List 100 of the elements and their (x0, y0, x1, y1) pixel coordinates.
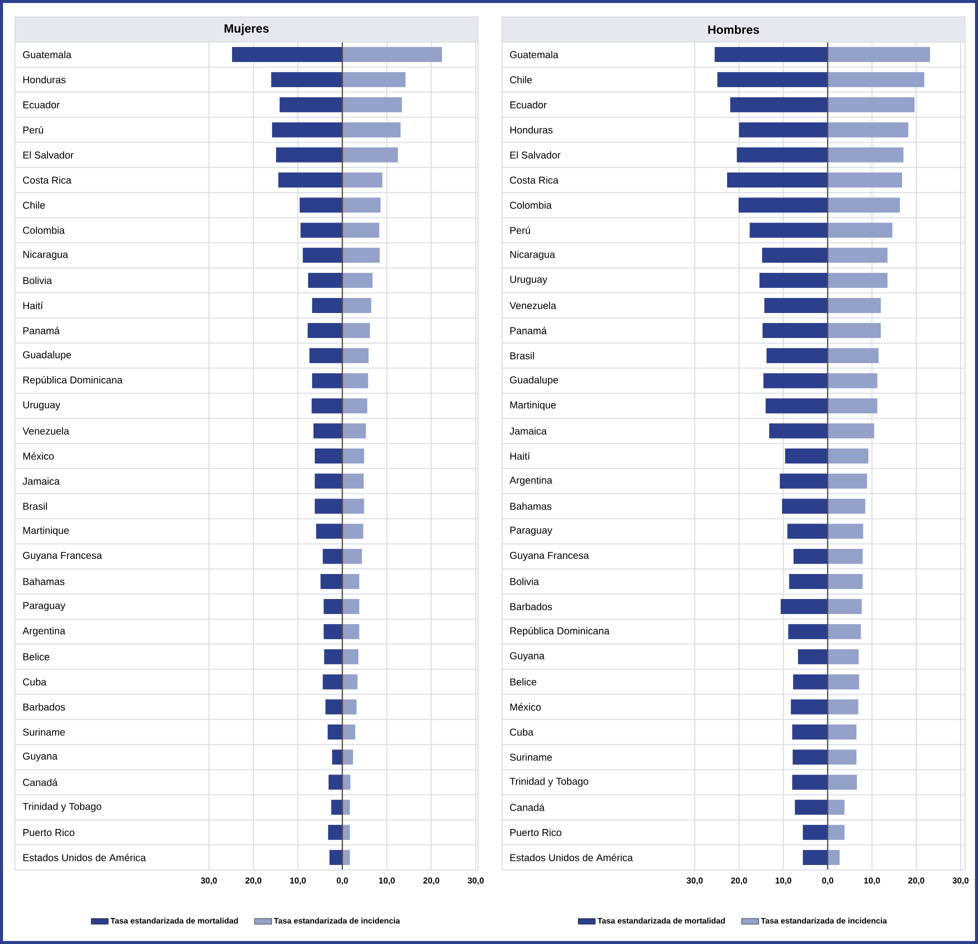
x-tick-label: 20,0 (245, 878, 262, 885)
y-tick-label: El Salvador (23, 151, 74, 159)
legend-label: Tasa estandarizada de mortalidad (598, 918, 725, 924)
y-tick-label: Argentina (22, 626, 66, 636)
y-tick-label: República Dominicana (510, 626, 610, 636)
y-tick-label: Guyana Francesa (510, 552, 590, 561)
y-tick-label: Brasil (23, 502, 47, 510)
bar (789, 574, 828, 589)
y-tick-label: Guyana (23, 752, 58, 762)
bar (313, 423, 342, 438)
bar (828, 649, 859, 664)
legend-label: Tasa estandarizada de incidencia (274, 918, 400, 924)
y-tick-label: Uruguay (510, 276, 548, 285)
y-tick-label: Bolivia (23, 276, 52, 284)
bar (322, 548, 342, 564)
bar (802, 850, 828, 865)
chart-title: Mujeres (224, 24, 269, 36)
y-tick-label: República Dominicana (23, 376, 123, 386)
bar (342, 824, 350, 840)
bar (322, 674, 342, 690)
x-tick-label: 30,0 (200, 878, 217, 885)
bar (342, 172, 382, 188)
bar (342, 323, 370, 338)
bar (342, 674, 358, 690)
bar (794, 548, 828, 564)
bar (342, 47, 442, 62)
bar (329, 850, 342, 865)
bar (342, 198, 381, 213)
bar (342, 298, 372, 313)
bar (342, 398, 368, 414)
bar (342, 699, 357, 714)
bar (342, 122, 401, 138)
bar (828, 248, 888, 263)
bar (769, 423, 828, 438)
bar (324, 649, 342, 664)
bar (828, 72, 924, 88)
bar (762, 248, 828, 263)
bar (342, 97, 402, 112)
y-tick-label: Venezuela (510, 302, 556, 310)
bar (828, 348, 879, 364)
bar (828, 448, 868, 464)
bar (342, 222, 380, 238)
bar (342, 248, 380, 263)
bar (332, 750, 342, 765)
bar (342, 850, 350, 865)
y-tick-label: Guyana Francesa (23, 552, 102, 561)
y-tick-label: Belice (510, 678, 536, 686)
y-tick-label: Panamá (23, 326, 60, 334)
bar (300, 222, 342, 238)
bar (792, 774, 828, 790)
bar (788, 624, 828, 640)
bar (342, 524, 364, 539)
bar (309, 348, 342, 364)
bar (828, 850, 840, 865)
y-tick-label: Chile (510, 76, 532, 84)
bar (766, 398, 828, 414)
bar (828, 474, 868, 489)
bar (312, 373, 342, 388)
bar (308, 272, 342, 288)
bar (828, 548, 863, 564)
bar (302, 248, 342, 263)
y-tick-label: Brasil (510, 352, 534, 360)
y-tick-label: Nicaragua (23, 250, 68, 260)
bar (750, 222, 828, 238)
bar (798, 649, 828, 664)
y-tick-label: Estados Unidos de América (510, 854, 633, 862)
y-tick-label: Belice (23, 653, 50, 660)
y-tick-label: Paraguay (510, 526, 552, 536)
bar (342, 272, 373, 288)
y-tick-label: Ecuador (510, 101, 547, 108)
y-tick-label: Costa Rica (23, 176, 72, 184)
y-tick-label: Nicaragua (510, 250, 556, 260)
bar (828, 373, 878, 388)
bar (276, 147, 342, 162)
bar (792, 724, 828, 740)
x-tick-label: 30,0 (468, 878, 484, 885)
y-tick-label: Barbados (23, 703, 65, 711)
bar (759, 272, 828, 288)
y-tick-label: Trinidad y Tobago (22, 802, 102, 812)
bar (342, 423, 366, 438)
bar (828, 298, 881, 313)
y-tick-label: Guatemala (510, 50, 558, 58)
bar (328, 724, 342, 740)
y-tick-label: Trinidad y Tobago (510, 778, 588, 787)
y-tick-label: Martinique (23, 526, 69, 536)
bar (790, 699, 828, 714)
y-tick-label: Suriname (510, 753, 552, 761)
x-tick-label: 20,0 (423, 878, 440, 885)
bar (342, 624, 360, 640)
y-tick-label: Perú (510, 226, 530, 234)
bar (342, 348, 369, 364)
bar (342, 448, 364, 464)
x-tick-label: 10,0 (776, 878, 792, 885)
bar (793, 674, 828, 690)
bar (308, 323, 342, 338)
y-tick-label: México (510, 703, 541, 711)
bar (272, 122, 342, 138)
y-tick-label: Colombia (510, 201, 552, 209)
y-tick-label: Jamaica (22, 477, 60, 485)
y-tick-label: El Salvador (510, 151, 560, 159)
